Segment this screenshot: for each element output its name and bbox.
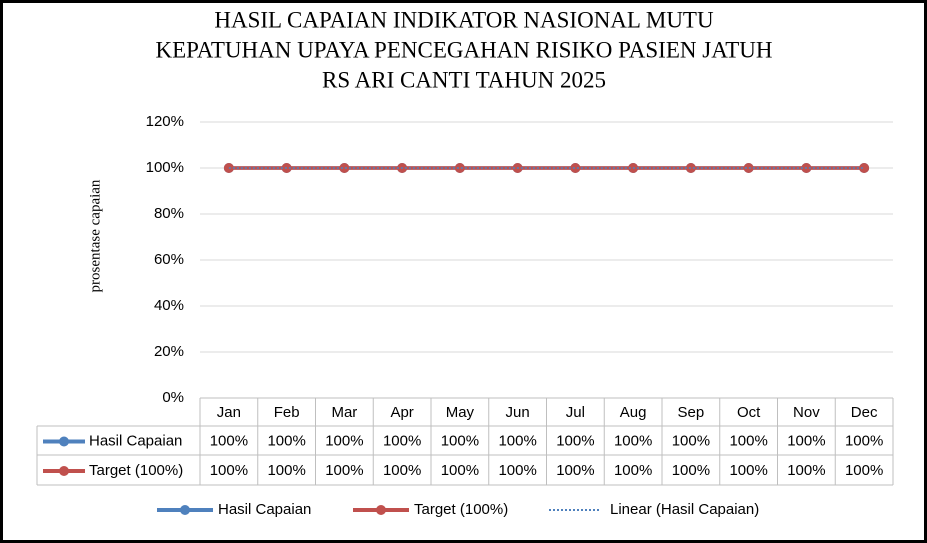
- y-tick-label: 20%: [154, 343, 184, 360]
- y-tick-label: 80%: [154, 205, 184, 222]
- table-value: 100%: [556, 432, 594, 449]
- series-marker: [859, 163, 870, 173]
- y-tick-label: 40%: [154, 297, 184, 314]
- x-tick-label: Sep: [678, 404, 705, 421]
- table-value: 100%: [498, 432, 536, 449]
- x-tick-label: Jul: [566, 404, 585, 421]
- x-tick-label: Apr: [390, 404, 413, 421]
- chart-title: HASIL CAPAIAN INDIKATOR NASIONAL MUTU: [214, 7, 714, 32]
- x-tick-label: Aug: [620, 404, 647, 421]
- table-value: 100%: [845, 462, 883, 479]
- legend-key: [376, 505, 386, 515]
- table-value: 100%: [556, 462, 594, 479]
- x-tick-label: May: [446, 404, 475, 421]
- table-value: 100%: [325, 432, 363, 449]
- y-tick-label: 60%: [154, 251, 184, 268]
- table-value: 100%: [210, 432, 248, 449]
- table-value: 100%: [267, 462, 305, 479]
- y-tick-label: 0%: [162, 389, 184, 406]
- table-value: 100%: [729, 432, 767, 449]
- table-value: 100%: [787, 432, 825, 449]
- chart-title: RS ARI CANTI TAHUN 2025: [322, 67, 606, 92]
- x-tick-label: Dec: [851, 404, 878, 421]
- legend-key: [180, 505, 190, 515]
- table-legend-key: [59, 436, 69, 447]
- table-value: 100%: [672, 462, 710, 479]
- legend-label: Target (100%): [414, 501, 508, 518]
- table-value: 100%: [787, 462, 825, 479]
- table-value: 100%: [845, 432, 883, 449]
- chart-title: KEPATUHAN UPAYA PENCEGAHAN RISIKO PASIEN…: [155, 37, 772, 62]
- series-marker: [570, 163, 581, 173]
- table-value: 100%: [614, 432, 652, 449]
- x-tick-label: Jan: [217, 404, 241, 421]
- series-marker: [339, 163, 350, 173]
- table-value: 100%: [614, 462, 652, 479]
- x-tick-label: Feb: [274, 404, 300, 421]
- table-value: 100%: [498, 462, 536, 479]
- legend-label: Hasil Capaian: [218, 501, 311, 518]
- table-value: 100%: [383, 432, 421, 449]
- y-tick-label: 120%: [146, 113, 184, 130]
- x-tick-label: Oct: [737, 404, 761, 421]
- series-marker: [454, 163, 465, 173]
- x-tick-label: Jun: [506, 404, 530, 421]
- table-value: 100%: [672, 432, 710, 449]
- y-tick-label: 100%: [146, 159, 184, 176]
- x-tick-label: Nov: [793, 404, 820, 421]
- table-value: 100%: [325, 462, 363, 479]
- table-series-label: Target (100%): [89, 462, 183, 479]
- y-axis-label: prosentase capaian: [87, 179, 103, 292]
- table-legend-key: [59, 466, 69, 476]
- table-value: 100%: [441, 432, 479, 449]
- table-value: 100%: [267, 432, 305, 449]
- x-tick-label: Mar: [331, 404, 357, 421]
- table-value: 100%: [729, 462, 767, 479]
- table-value: 100%: [441, 462, 479, 479]
- series-marker: [743, 163, 754, 173]
- legend-label: Linear (Hasil Capaian): [610, 501, 759, 518]
- table-value: 100%: [383, 462, 421, 479]
- table-series-label: Hasil Capaian: [89, 432, 182, 449]
- table-value: 100%: [210, 462, 248, 479]
